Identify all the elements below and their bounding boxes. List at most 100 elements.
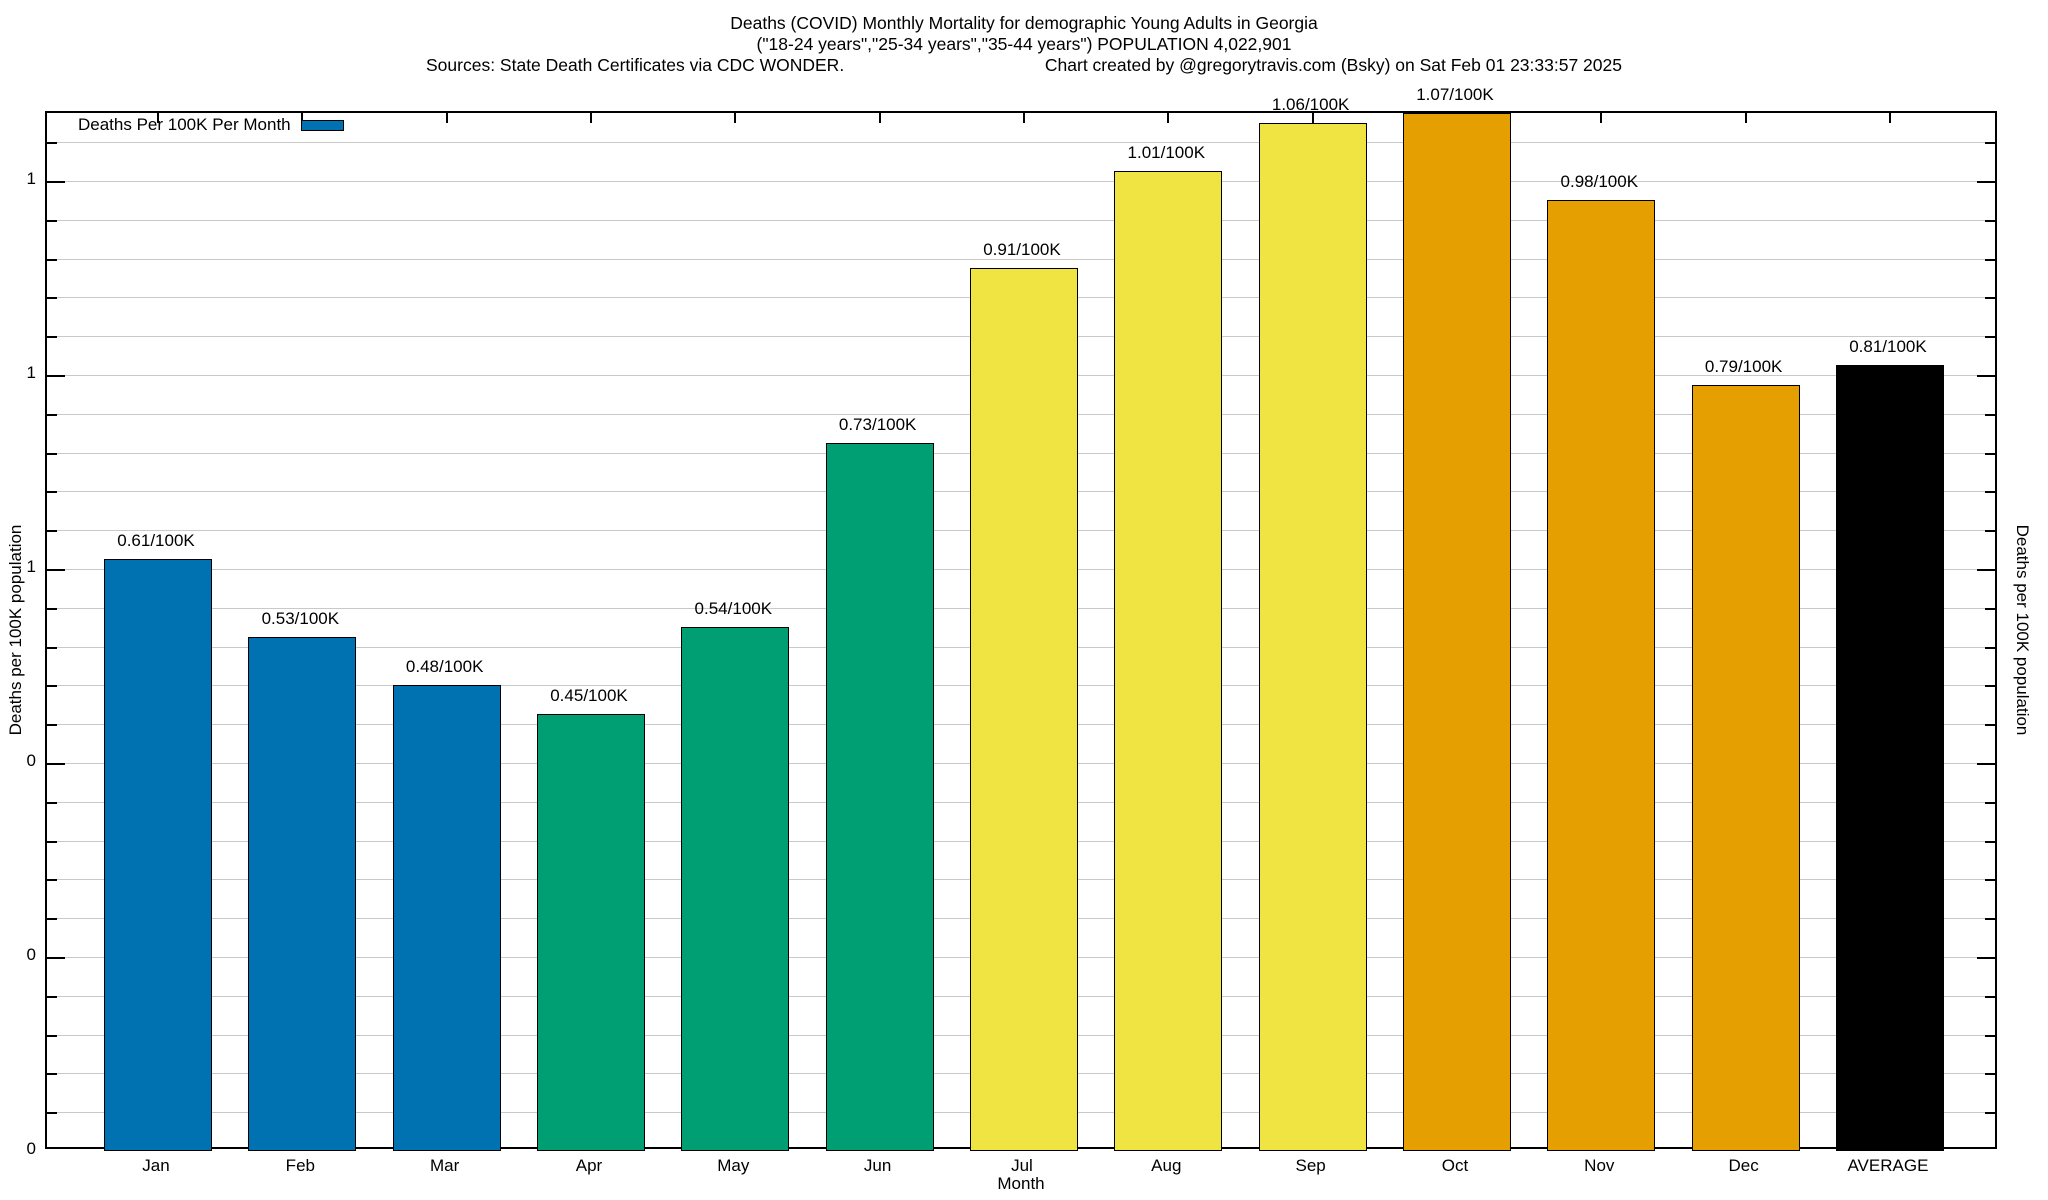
y-tick xyxy=(1985,142,1995,145)
bar-jan xyxy=(104,559,212,1151)
y-tick xyxy=(47,297,57,300)
x-axis-label: Month xyxy=(997,1174,1045,1193)
x-tick-label-mar: Mar xyxy=(430,1156,460,1175)
x-tick-label-apr: Apr xyxy=(575,1156,603,1175)
y-tick xyxy=(1985,918,1995,921)
grid-line xyxy=(47,180,1995,182)
bar-jul xyxy=(969,268,1078,1151)
bar-value-label-nov: 0.98/100K xyxy=(1560,172,1639,192)
bar-value-label-sep: 1.06/100K xyxy=(1271,94,1350,114)
y-tick xyxy=(1985,1112,1995,1115)
y-tick xyxy=(47,568,65,571)
y-tick xyxy=(47,918,57,921)
grid-line xyxy=(47,219,1995,221)
y-tick xyxy=(1985,491,1995,494)
y-tick xyxy=(1985,297,1995,300)
bar-average xyxy=(1835,365,1944,1151)
y-tick xyxy=(47,142,57,145)
bar-value-label-mar: 0.48/100K xyxy=(405,657,484,677)
y-tick xyxy=(1977,762,1995,765)
y-tick xyxy=(47,1112,57,1115)
x-tick-label-jul: Jul xyxy=(1011,1156,1033,1175)
y-tick-label: 0 xyxy=(26,944,36,964)
bar-value-label-dec: 0.79/100K xyxy=(1704,356,1783,376)
y-tick-label: 1 xyxy=(26,168,36,188)
chart-source-line: Sources: State Death Certificates via CD… xyxy=(426,55,1622,76)
y-tick-label: 0 xyxy=(26,1139,36,1158)
y-tick xyxy=(47,374,65,377)
x-tick xyxy=(734,113,737,123)
y-tick xyxy=(1985,607,1995,610)
bar-value-label-jun: 0.73/100K xyxy=(838,414,917,434)
y-tick xyxy=(47,413,57,416)
x-tick-label-dec: Dec xyxy=(1728,1156,1759,1175)
y-tick xyxy=(1985,1034,1995,1037)
y-tick-label: 0 xyxy=(26,750,36,770)
y-tick xyxy=(47,879,57,882)
y-tick xyxy=(1985,685,1995,688)
x-tick-label-may: May xyxy=(717,1156,750,1175)
bar-value-label-jan: 0.61/100K xyxy=(117,531,195,551)
plot-area xyxy=(45,111,1997,1151)
y-tick xyxy=(1985,336,1995,339)
x-tick-label-oct: Oct xyxy=(1441,1156,1469,1175)
bar-oct xyxy=(1402,113,1511,1151)
bar-may xyxy=(681,627,790,1151)
y-axis-label-right: Deaths per 100K population xyxy=(2013,524,2032,736)
chart-title: Deaths (COVID) Monthly Mortality for dem… xyxy=(730,13,1318,33)
bar-dec xyxy=(1691,384,1800,1151)
y-tick xyxy=(1985,995,1995,998)
grid-line xyxy=(47,142,1995,144)
x-tick xyxy=(1022,113,1025,123)
bar-apr xyxy=(536,714,645,1151)
chart-subtitle: ("18-24 years","25-34 years","35-44 year… xyxy=(756,34,1292,54)
x-tick xyxy=(589,113,592,123)
y-tick xyxy=(47,685,57,688)
y-tick xyxy=(47,336,57,339)
bar-aug xyxy=(1114,171,1223,1151)
y-tick xyxy=(47,1073,57,1076)
x-tick xyxy=(1167,113,1170,123)
x-tick-label-average: AVERAGE xyxy=(1847,1156,1929,1175)
y-tick-label: 1 xyxy=(26,556,36,576)
bar-value-label-aug: 1.01/100K xyxy=(1127,143,1206,163)
grid-line xyxy=(47,258,1995,260)
y-tick xyxy=(47,724,57,727)
bar-sep xyxy=(1258,122,1367,1151)
bar-value-label-feb: 0.53/100K xyxy=(261,608,340,628)
x-tick-label-jan: Jan xyxy=(142,1156,170,1175)
y-tick-label: 1 xyxy=(26,362,36,382)
y-tick xyxy=(47,801,57,804)
x-tick xyxy=(301,113,304,123)
x-tick xyxy=(1311,113,1314,123)
bar-value-label-jul: 0.91/100K xyxy=(983,240,1061,260)
bar-mar xyxy=(392,685,501,1151)
y-tick xyxy=(47,995,57,998)
y-tick xyxy=(1985,840,1995,843)
y-tick xyxy=(1985,258,1995,261)
y-tick xyxy=(47,762,65,765)
x-tick-label-aug: Aug xyxy=(1151,1156,1182,1175)
y-tick xyxy=(47,956,65,959)
x-tick xyxy=(1888,113,1891,123)
x-tick xyxy=(1744,113,1747,123)
y-tick xyxy=(1977,568,1995,571)
y-tick xyxy=(47,646,57,649)
x-tick xyxy=(878,113,881,123)
bar-jun xyxy=(825,442,934,1151)
y-tick xyxy=(1985,530,1995,533)
y-tick xyxy=(1985,1073,1995,1076)
legend: Deaths Per 100K Per Month xyxy=(78,114,344,136)
x-tick-label-jun: Jun xyxy=(863,1156,892,1175)
bar-feb xyxy=(248,636,357,1151)
x-tick-label-nov: Nov xyxy=(1584,1156,1615,1175)
y-tick xyxy=(47,530,57,533)
y-tick xyxy=(1977,956,1995,959)
y-tick xyxy=(1985,452,1995,455)
y-tick xyxy=(1985,413,1995,416)
source-text: Sources: State Death Certificates via CD… xyxy=(426,55,845,75)
y-tick xyxy=(47,607,57,610)
x-tick xyxy=(157,113,159,123)
y-tick xyxy=(1985,879,1995,882)
